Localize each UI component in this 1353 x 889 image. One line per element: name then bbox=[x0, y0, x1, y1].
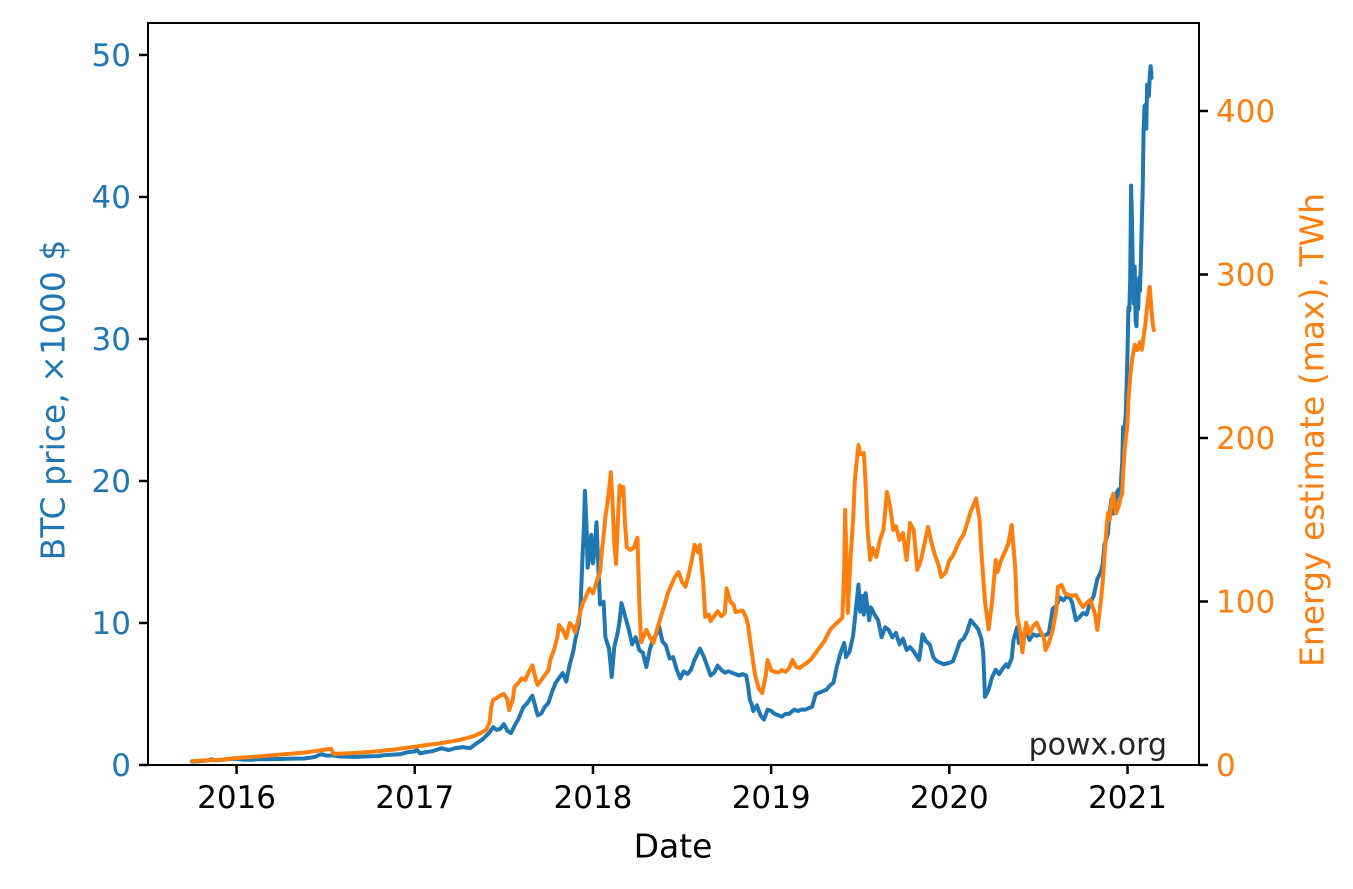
left-tick-label: 40 bbox=[92, 180, 131, 216]
x-axis-title: Date bbox=[633, 826, 713, 866]
x-tick-label: 2016 bbox=[197, 780, 276, 816]
left-axis-title: BTC price, ×1000 $ bbox=[33, 239, 73, 561]
x-tick-label: 2017 bbox=[375, 780, 454, 816]
right-tick-label: 400 bbox=[1216, 94, 1275, 130]
right-tick-label: 200 bbox=[1216, 421, 1275, 457]
energy-estimate-line bbox=[190, 284, 1156, 764]
plot-border bbox=[147, 22, 1200, 766]
left-tick-label: 20 bbox=[92, 464, 131, 500]
right-tick-label: 100 bbox=[1216, 584, 1275, 620]
x-tick-label: 2020 bbox=[910, 780, 989, 816]
left-tick-label: 30 bbox=[92, 322, 131, 358]
left-tick-label: 50 bbox=[92, 38, 131, 74]
x-tick-label: 2019 bbox=[732, 780, 811, 816]
x-tick-label: 2018 bbox=[554, 780, 633, 816]
btc-price-line bbox=[190, 64, 1154, 764]
x-tick-label: 2021 bbox=[1088, 780, 1167, 816]
watermark-text: powx.org bbox=[1028, 727, 1167, 763]
right-tick-label: 0 bbox=[1216, 748, 1236, 784]
left-tick-label: 10 bbox=[92, 606, 131, 642]
right-tick-label: 300 bbox=[1216, 257, 1275, 293]
right-axis-title: Energy estimate (max), TWh bbox=[1292, 192, 1332, 668]
left-tick-label: 0 bbox=[111, 748, 131, 784]
